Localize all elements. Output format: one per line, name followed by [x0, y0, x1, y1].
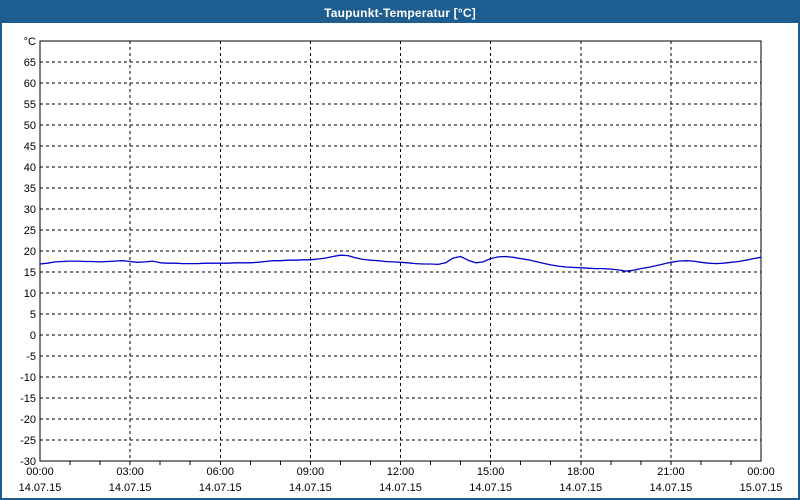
x-tick-time-label: 06:00 [206, 466, 234, 478]
y-tick-label: 55 [24, 99, 36, 111]
y-tick-label: 35 [24, 183, 36, 195]
hour-ticks [69, 461, 732, 465]
x-tick-date-label: 14.07.15 [559, 482, 602, 494]
x-tick-time-label: 03:00 [116, 466, 144, 478]
y-tick-label: 10 [24, 288, 36, 300]
y-tick-label: 50 [24, 120, 36, 132]
x-tick-date-label: 14.07.15 [379, 482, 422, 494]
y-axis-unit-label: °C [24, 36, 36, 48]
y-tick-label: 15 [24, 267, 36, 279]
y-tick-label: 45 [24, 141, 36, 153]
y-tick-label: -20 [20, 414, 36, 426]
y-tick-label: 0 [30, 330, 36, 342]
y-axis-labels: °C65605550454035302520151050-5-10-15-20-… [20, 36, 36, 468]
y-tick-label: 25 [24, 225, 36, 237]
series-line-Taupunkt-Temperatur [39, 254, 762, 272]
y-tick-label: -25 [20, 435, 36, 447]
x-tick-time-label: 15:00 [477, 466, 505, 478]
x-tick-date-label: 15.07.15 [740, 482, 783, 494]
x-tick-time-label: 00:00 [26, 466, 54, 478]
x-tick-date-label: 14.07.15 [469, 482, 512, 494]
x-tick-date-label: 14.07.15 [199, 482, 242, 494]
x-tick-date-label: 14.07.15 [289, 482, 332, 494]
y-tick-label: 30 [24, 204, 36, 216]
plot-border [39, 40, 762, 462]
y-tick-label: -30 [20, 456, 36, 468]
x-tick-date-label: 14.07.15 [109, 482, 152, 494]
x-axis-labels: 00:00 14.07.15 03:00 14.07.15 06:00 14.07.15 0… [19, 466, 783, 494]
title-bar[interactable]: Taupunkt-Temperatur [°C] [2, 2, 798, 23]
y-tick-label: 60 [24, 78, 36, 90]
y-tick-label: -5 [26, 351, 36, 363]
y-tick-label: 5 [30, 309, 36, 321]
y-tick-label: -15 [20, 393, 36, 405]
x-tick-date-label: 14.07.15 [19, 482, 62, 494]
x-tick-time-label: 21:00 [657, 466, 685, 478]
v-gridlines [129, 41, 672, 461]
y-tick-label: 65 [24, 57, 36, 69]
y-tick-label: 20 [24, 246, 36, 258]
x-tick-date-label: 14.07.15 [649, 482, 692, 494]
y-tick-label: 40 [24, 162, 36, 174]
x-tick-time-label: 18:00 [567, 466, 595, 478]
window-title: Taupunkt-Temperatur [°C] [324, 5, 476, 20]
x-tick-time-label: 09:00 [297, 466, 325, 478]
x-tick-time-label: 12:00 [387, 466, 415, 478]
x-tick-time-label: 00:00 [747, 466, 775, 478]
y-tick-label: -10 [20, 372, 36, 384]
